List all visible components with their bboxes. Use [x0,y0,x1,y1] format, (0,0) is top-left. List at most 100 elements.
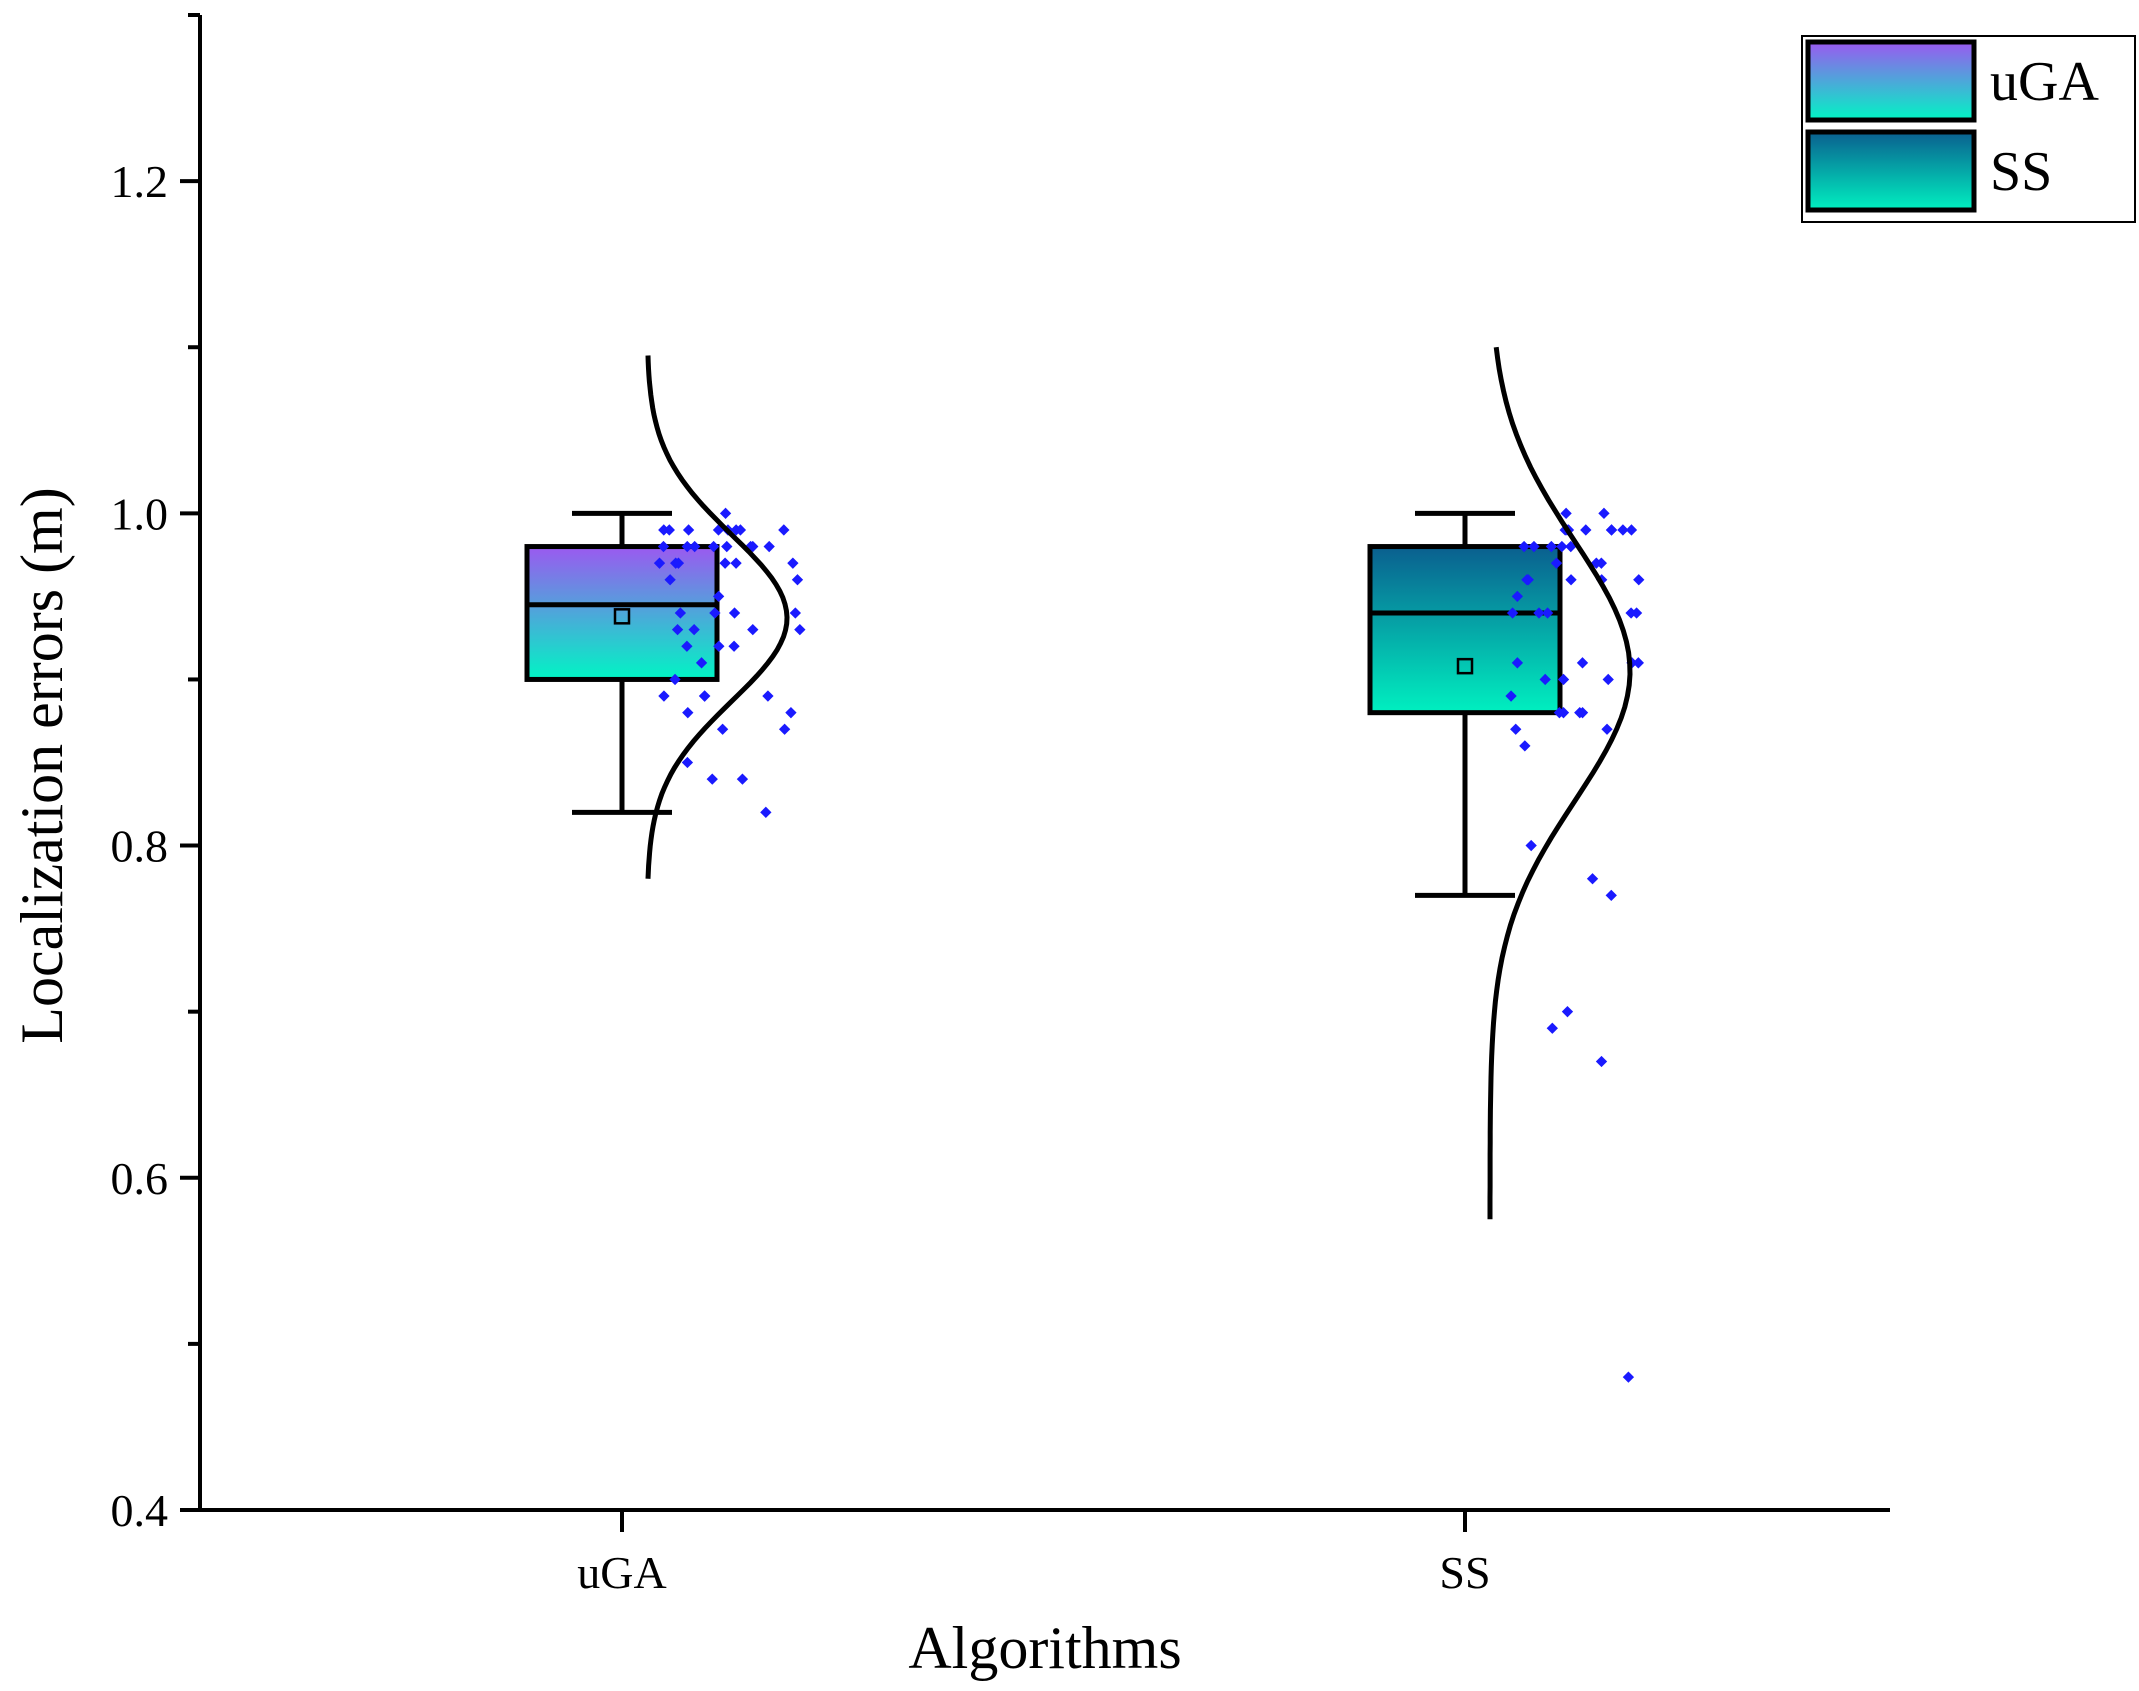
x-axis-title: Algorithms [908,1615,1181,1681]
legend: uGA SS [1801,35,2136,223]
data-point [1550,557,1563,569]
data-point [709,607,721,619]
data-point [1560,507,1572,519]
y-tick-label: 1.2 [111,156,169,207]
data-point [789,607,802,619]
data-point [1580,524,1592,536]
data-point [1518,540,1530,553]
data-point [1633,574,1645,586]
data-point [736,773,749,785]
legend-label-ss: SS [1990,141,2052,203]
data-point [712,590,725,603]
data-point [669,673,681,686]
y-tick-label: 0.4 [111,1485,169,1536]
series-uGA [524,355,806,879]
data-point [658,690,670,702]
data-point [688,623,700,636]
y-tick-label: 0.8 [111,821,169,872]
data-point [794,623,806,636]
data-point [682,524,695,536]
data-point [778,723,791,735]
data-point [719,507,732,519]
data-point [787,557,799,569]
data-point [1595,557,1608,569]
data-point [1510,723,1522,735]
data-point [1539,673,1551,686]
data-point [1511,657,1524,669]
data-point [1505,690,1517,702]
legend-swatch-ss [1805,129,1977,213]
data-point [762,690,774,702]
data-point [689,540,701,553]
data-point [707,540,720,553]
series-SS [1367,346,1645,1383]
data-point [734,524,747,536]
data-point [785,707,797,719]
data-point [1574,707,1586,719]
box [524,544,720,682]
data-point [721,540,733,553]
data-point [1586,873,1599,885]
data-point [1546,1022,1558,1034]
y-axis-ticks: 0.4 0.6 0.8 1.0 1.2 [111,13,200,1536]
data-point [657,540,670,553]
data-point [778,524,790,536]
data-point [1595,1055,1608,1068]
data-point [728,640,740,652]
data-point [1602,673,1614,686]
mean-marker [1456,657,1474,675]
data-point [719,557,731,569]
data-point [1521,574,1533,586]
data-point [698,690,711,702]
box [1367,544,1563,716]
data-point [1525,839,1537,852]
density-curve [645,355,790,879]
data-point [681,640,693,652]
data-point [760,806,772,818]
data-point [1556,540,1568,553]
data-point [1576,657,1589,669]
y-axis-title: Localization errors (m) [9,487,75,1043]
data-point [674,607,687,619]
data-point [1541,607,1554,619]
x-axis-ticks: uGA SS [577,1510,1491,1598]
data-points [1505,507,1645,1383]
data-point [1598,507,1610,519]
mean-marker [613,608,631,625]
data-point [1519,740,1531,752]
y-tick-label: 0.6 [111,1153,169,1204]
data-point [1545,540,1558,553]
data-point [706,773,718,785]
plot-area [524,346,1645,1383]
data-point [1625,607,1637,619]
data-point [1561,1006,1574,1018]
density-curve [1487,346,1633,1220]
legend-swatch-uga [1805,39,1977,123]
data-point [763,540,775,553]
data-point [1625,524,1638,536]
data-point [682,707,694,719]
data-point [1533,607,1545,619]
data-point [653,557,666,569]
data-point [747,623,759,636]
data-point [713,640,725,652]
data-point [728,607,741,619]
data-point [791,574,804,586]
x-tick-label: SS [1439,1547,1490,1598]
data-point [730,557,742,569]
data-point [1617,524,1629,536]
data-point [1511,590,1524,603]
data-point [695,657,708,669]
x-tick-label: uGA [577,1547,666,1598]
data-point [1605,889,1617,902]
data-point [1605,524,1618,536]
data-point [1528,540,1540,553]
data-point [671,623,684,636]
data-point [664,574,676,586]
data-point [1632,657,1645,669]
data-point [1506,607,1519,619]
legend-label-uga: uGA [1990,51,2099,113]
data-point [658,524,670,536]
data-point [672,557,685,569]
